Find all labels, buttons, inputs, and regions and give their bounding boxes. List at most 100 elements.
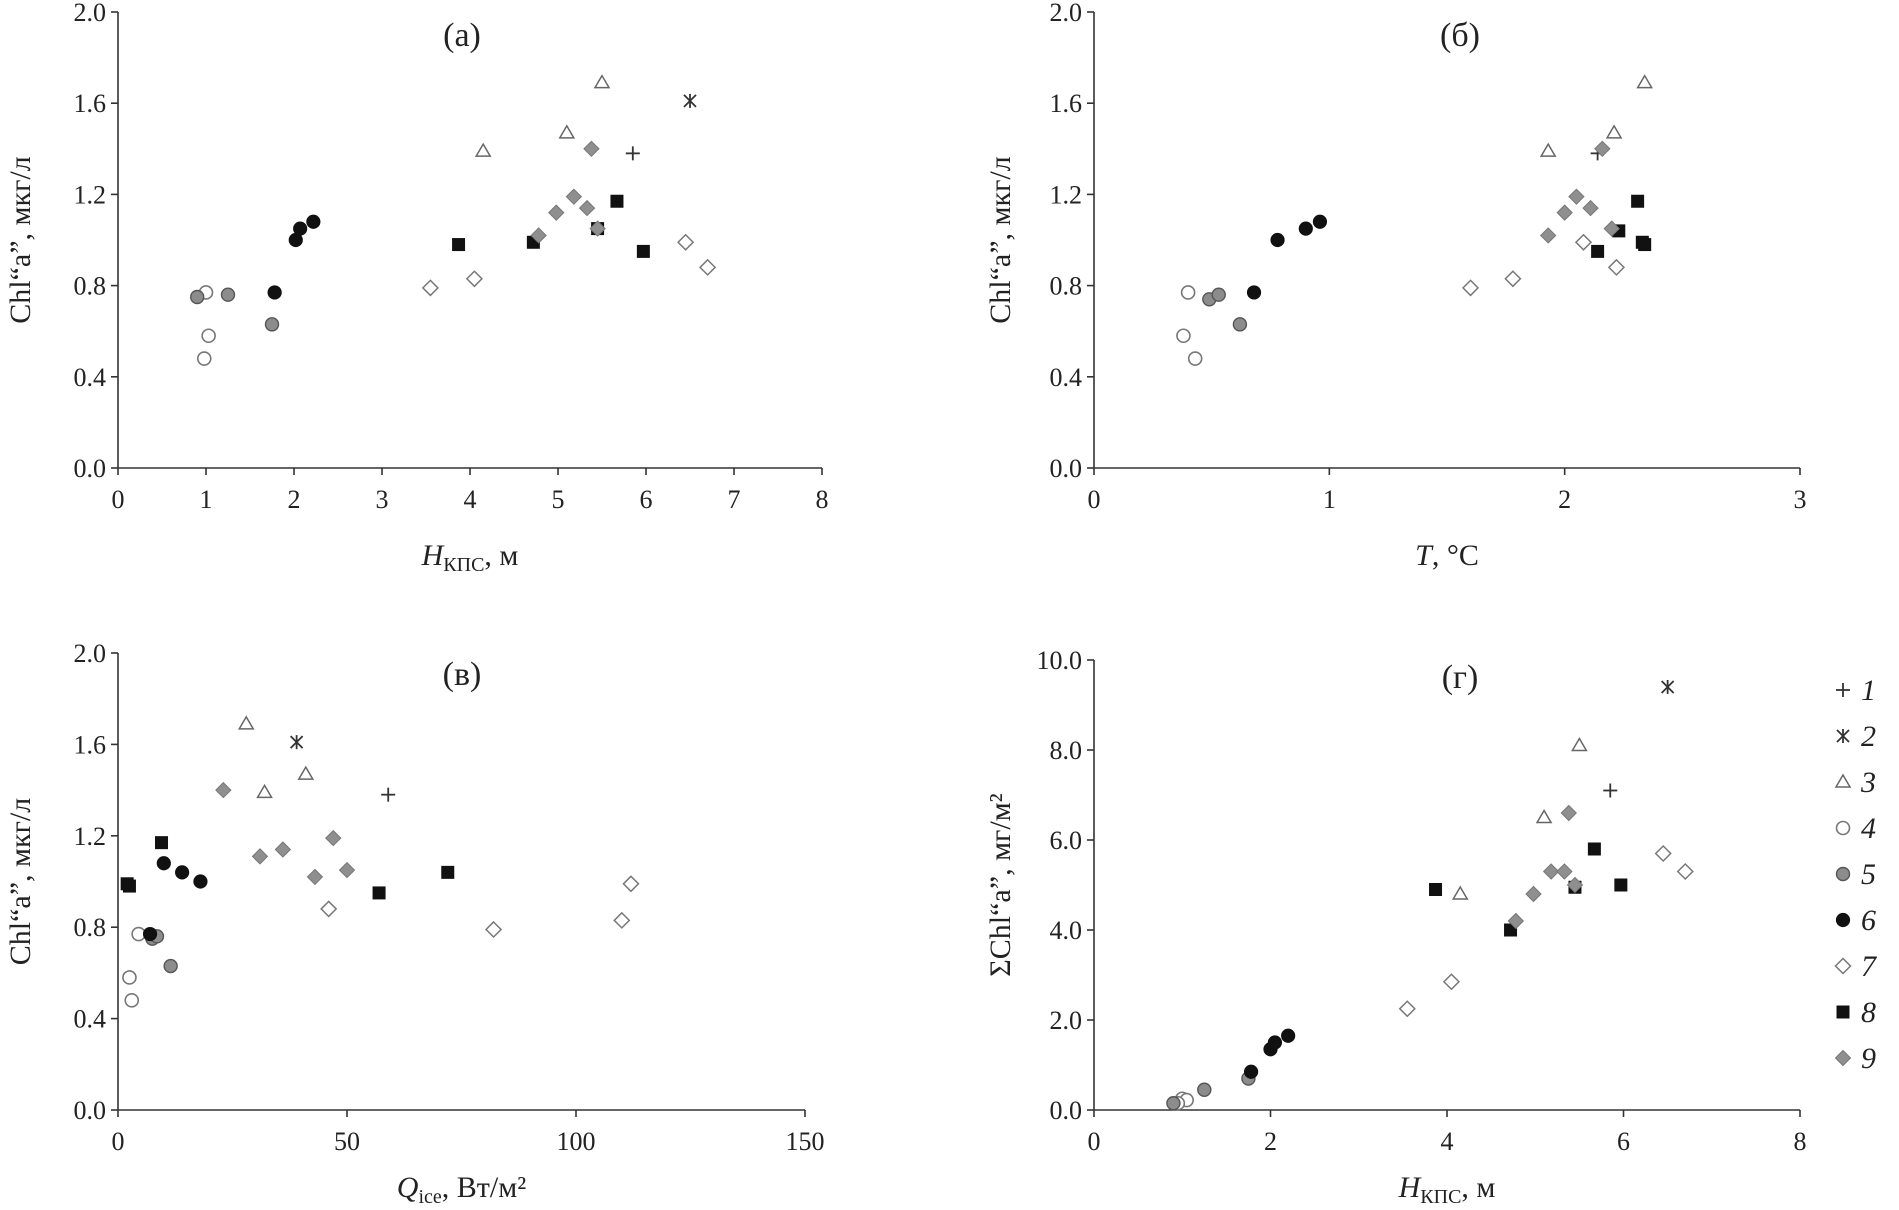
legend-item-9: 9 (1834, 1042, 1876, 1075)
chart-panel-3: 0.0 0.4 0.8 1.2 1.6 2.0 0 50 100 150 (в) Qice, Вт/м… (4, 639, 825, 1208)
x-tick-label: 6 (640, 485, 653, 514)
legend-marker (1834, 1049, 1852, 1067)
data-point-series-3 (1539, 142, 1557, 157)
y-tick-label: 0.0 (1050, 1096, 1083, 1125)
data-point-series-6 (175, 865, 190, 880)
x-tick-label: 2 (1264, 1127, 1277, 1156)
data-point-series-3 (1451, 885, 1469, 900)
data-point-series-7 (1504, 270, 1522, 288)
data-point-series-1 (1603, 783, 1618, 798)
data-point-series-9 (1568, 188, 1585, 205)
x-tick-label: 0 (1088, 485, 1101, 514)
y-tick-label: 2.0 (1050, 1006, 1083, 1035)
data-point-series-9 (578, 199, 596, 217)
data-point-series-9 (1594, 140, 1611, 158)
data-point-series-8 (1638, 238, 1652, 252)
data-point-series-7 (1676, 862, 1694, 881)
data-point-series-4 (124, 993, 140, 1008)
data-point-series-6 (267, 285, 282, 300)
series-6 (267, 214, 321, 300)
data-point-series-8 (636, 244, 650, 258)
y-axis-label: Chl“a”, мкг/л (4, 798, 37, 965)
series-4 (1176, 285, 1203, 366)
legend-label: 4 (1861, 812, 1876, 845)
legend-marker (1836, 729, 1850, 743)
series-1 (625, 146, 640, 161)
series-7 (421, 233, 717, 297)
data-point-series-2 (289, 735, 304, 750)
series-5 (1166, 1071, 1256, 1111)
data-point-series-5 (1197, 1082, 1212, 1097)
data-point-series-6 (1267, 1035, 1283, 1050)
legend-item-1: 1 (1836, 674, 1876, 707)
x-tick-label: 4 (464, 485, 477, 514)
legend-marker (1835, 866, 1851, 882)
y-tick-label: 0.0 (1050, 454, 1083, 483)
data-point-series-9 (338, 861, 356, 879)
panel-title: (в) (443, 656, 482, 693)
series-4 (122, 926, 146, 1008)
data-point-series-9 (1556, 204, 1573, 221)
data-point-series-7 (699, 258, 717, 276)
data-point-series-7 (421, 279, 439, 297)
data-point-series-7 (1654, 844, 1672, 863)
data-point-series-8 (122, 879, 136, 893)
legend-item-6: 6 (1835, 904, 1876, 937)
data-point-series-5 (1232, 317, 1248, 332)
y-tick-label: 6.0 (1050, 826, 1083, 855)
data-point-series-9 (530, 227, 547, 244)
legend-label: 8 (1861, 996, 1876, 1029)
data-point-series-2 (683, 93, 697, 108)
y-tick-label: 0.4 (74, 363, 107, 392)
legend-label: 9 (1861, 1042, 1876, 1075)
legend-marker (1834, 957, 1852, 975)
legend-item-8: 8 (1836, 996, 1876, 1029)
data-point-series-4 (201, 328, 216, 344)
data-point-series-3 (593, 74, 611, 89)
chart-panel-2: 0.0 0.4 0.8 1.2 1.6 2.0 0 1 2 3 (б) T, °С Chl“a”, мк… (984, 0, 1807, 572)
x-tick-label: 7 (728, 485, 741, 514)
series-1 (381, 787, 396, 802)
y-axis-label: ΣChl“a”, мг/м² (984, 793, 1017, 976)
x-axis-label: Qice, Вт/м² (397, 1171, 526, 1208)
data-point-series-9 (565, 188, 583, 205)
data-point-series-3 (1636, 74, 1653, 89)
data-point-series-7 (1574, 233, 1593, 251)
y-tick-label: 2.0 (74, 0, 107, 27)
legend-marker (1834, 773, 1852, 788)
data-point-series-8 (372, 886, 386, 900)
data-point-series-6 (293, 221, 308, 236)
x-tick-label: 0 (112, 1127, 125, 1156)
data-point-series-9 (1539, 227, 1557, 244)
data-point-series-4 (196, 351, 212, 366)
series-3 (474, 74, 611, 157)
legend-marker (1835, 820, 1851, 836)
legend-marker (1836, 683, 1850, 697)
x-tick-label: 1 (1323, 485, 1336, 514)
legend-label: 2 (1861, 720, 1876, 753)
data-point-series-8 (155, 836, 169, 850)
chart-panel-4: 0.0 2.0 4.0 6.0 8.0 10.0 0 2 4 6 8 (г) HКПС, м ΣChl“a… (984, 646, 1807, 1208)
legend-item-2: 2 (1836, 720, 1876, 753)
series-9 (530, 140, 606, 244)
data-point-series-9 (589, 220, 606, 237)
data-point-series-4 (1176, 328, 1191, 344)
data-point-series-5 (163, 958, 178, 974)
series-3 (237, 715, 315, 799)
data-point-series-6 (142, 926, 158, 942)
data-point-series-7 (1607, 258, 1626, 276)
data-point-series-9 (548, 204, 565, 221)
y-tick-label: 0.4 (1050, 363, 1083, 392)
x-tick-label: 1 (200, 485, 213, 514)
panel-title: (а) (443, 17, 481, 54)
data-point-series-7 (465, 270, 483, 288)
data-point-series-7 (613, 911, 631, 929)
series-3 (1451, 737, 1588, 900)
data-point-series-6 (306, 214, 321, 229)
series-4 (196, 285, 216, 366)
data-point-series-1 (625, 146, 640, 161)
data-point-series-8 (452, 238, 466, 252)
series-9 (215, 781, 356, 886)
data-point-series-4 (1180, 285, 1196, 300)
